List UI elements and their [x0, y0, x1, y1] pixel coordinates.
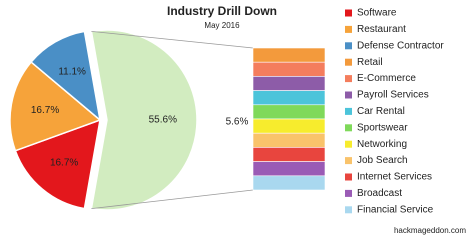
- legend-label: Car Rental: [357, 106, 405, 117]
- legend-label: Broadcast: [357, 188, 402, 199]
- slice-label: 16.7%: [31, 105, 59, 116]
- slice-label: 11.1%: [58, 66, 86, 77]
- legend-swatch: [345, 58, 352, 66]
- legend-label: Software: [357, 8, 397, 19]
- legend-swatch: [345, 9, 352, 17]
- legend-label: E-Commerce: [357, 73, 416, 84]
- bar-segment: [252, 47, 326, 63]
- legend-label: Retail: [357, 57, 383, 68]
- bar-segment: [252, 118, 326, 134]
- legend-swatch: [345, 140, 352, 148]
- connector: [91, 189, 254, 210]
- slice-label: 55.6%: [149, 115, 177, 126]
- pie-slice: [90, 29, 198, 211]
- legend-label: Networking: [357, 139, 407, 150]
- legend-label: Internet Services: [357, 172, 432, 183]
- bar-segment: [252, 175, 326, 191]
- legend-label: Financial Service: [357, 204, 434, 215]
- legend-swatch: [345, 157, 352, 165]
- legend-swatch: [345, 124, 352, 132]
- pie-slice: [30, 30, 102, 122]
- bar-segment: [252, 76, 326, 91]
- pie-slice: [14, 118, 101, 210]
- legend-swatch: [345, 25, 352, 33]
- bar-segment: [252, 61, 326, 77]
- legend-swatch: [345, 107, 352, 115]
- legend-label: Sportswear: [357, 122, 408, 133]
- chart-subtitle: May 2016: [204, 21, 240, 30]
- slice-label: 16.7%: [50, 157, 78, 168]
- bar-segment: [252, 132, 326, 148]
- connector: [91, 30, 254, 49]
- credit: hackmageddon.com: [394, 226, 466, 235]
- legend-swatch: [345, 173, 352, 181]
- bar-segment: [252, 104, 326, 120]
- legend-label: Job Search: [357, 155, 408, 166]
- legend-swatch: [345, 189, 352, 197]
- pie-slice: [9, 60, 102, 152]
- legend-swatch: [345, 206, 352, 214]
- chart-title: Industry Drill Down: [167, 4, 277, 18]
- bar-segment: [252, 90, 326, 106]
- legend-swatch: [345, 91, 352, 99]
- bar-segment: [252, 161, 326, 177]
- legend-label: Defense Contractor: [357, 40, 444, 51]
- bar-segment: [252, 147, 326, 162]
- legend-swatch: [345, 75, 352, 83]
- legend-swatch: [345, 42, 352, 50]
- legend-label: Restaurant: [357, 24, 406, 35]
- bar-value-label: 5.6%: [226, 117, 249, 128]
- legend-label: Payroll Services: [357, 90, 429, 101]
